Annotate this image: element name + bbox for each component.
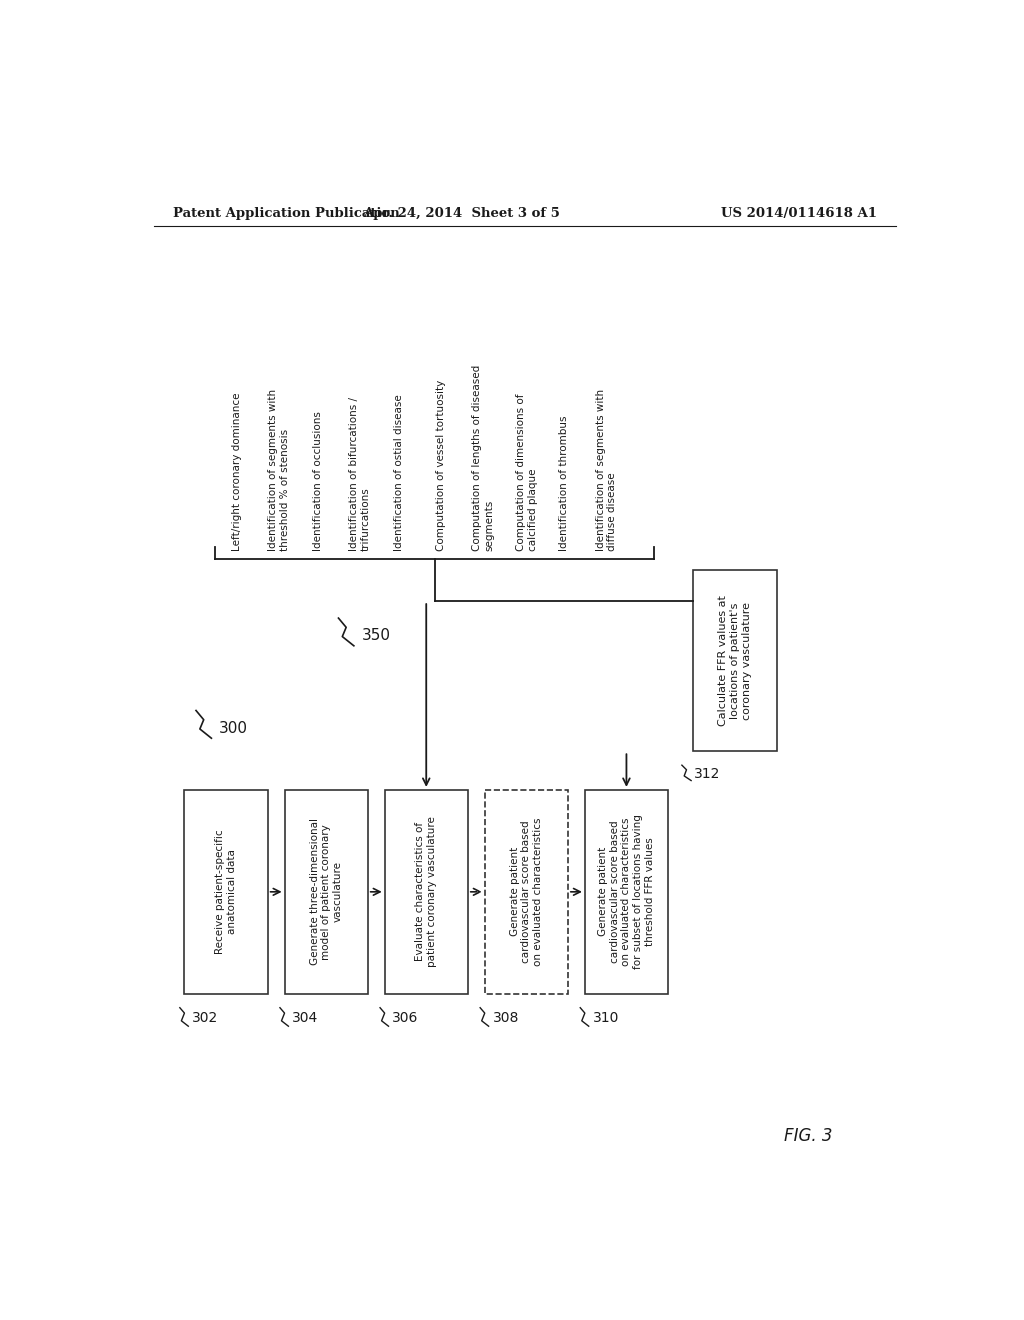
Text: Generate patient
cardiovascular score based
on evaluated characteristics: Generate patient cardiovascular score ba… <box>510 817 543 966</box>
Text: Identification of ostial disease: Identification of ostial disease <box>393 395 403 552</box>
Text: Apr. 24, 2014  Sheet 3 of 5: Apr. 24, 2014 Sheet 3 of 5 <box>364 207 560 220</box>
Bar <box>692 570 777 751</box>
Text: Calculate FFR values at
locations of patient's
coronary vasculature: Calculate FFR values at locations of pat… <box>719 595 752 726</box>
Text: 308: 308 <box>493 1011 519 1024</box>
Bar <box>385 789 468 994</box>
Text: 302: 302 <box>193 1011 218 1024</box>
Bar <box>285 789 368 994</box>
Text: Receive patient-specific
anatomical data: Receive patient-specific anatomical data <box>215 829 237 954</box>
Text: Identification of bifurcations /
trifurcations: Identification of bifurcations / trifurc… <box>349 397 371 552</box>
Text: Identification of occlusions: Identification of occlusions <box>312 412 323 552</box>
Text: 304: 304 <box>292 1011 318 1024</box>
Bar <box>184 789 267 994</box>
Text: Computation of dimensions of
calcified plaque: Computation of dimensions of calcified p… <box>516 393 538 552</box>
Text: 312: 312 <box>694 767 721 780</box>
Text: 350: 350 <box>361 628 390 643</box>
Text: FIG. 3: FIG. 3 <box>784 1127 833 1146</box>
Text: 300: 300 <box>219 721 248 735</box>
Text: Identification of thrombus: Identification of thrombus <box>559 416 569 552</box>
Text: Patent Application Publication: Patent Application Publication <box>173 207 399 220</box>
Text: US 2014/0114618 A1: US 2014/0114618 A1 <box>722 207 878 220</box>
Text: Identification of segments with
diffuse disease: Identification of segments with diffuse … <box>596 389 617 552</box>
Bar <box>585 789 668 994</box>
Text: Left/right coronary dominance: Left/right coronary dominance <box>231 392 242 552</box>
Text: 306: 306 <box>392 1011 419 1024</box>
Text: Generate three-dimensional
model of patient coronary
vasculature: Generate three-dimensional model of pati… <box>309 818 343 965</box>
Text: Generate patient
cardiovascular score based
on evaluated characteristics
for sub: Generate patient cardiovascular score ba… <box>598 814 654 969</box>
Text: 310: 310 <box>593 1011 618 1024</box>
Text: Identification of segments with
threshold % of stenosis: Identification of segments with threshol… <box>268 389 290 552</box>
Bar <box>484 789 568 994</box>
Text: Computation of vessel tortuosity: Computation of vessel tortuosity <box>436 380 445 552</box>
Text: Evaluate characteristics of
patient coronary vasculature: Evaluate characteristics of patient coro… <box>416 816 437 968</box>
Text: Computation of lengths of diseased
segments: Computation of lengths of diseased segme… <box>472 364 494 552</box>
